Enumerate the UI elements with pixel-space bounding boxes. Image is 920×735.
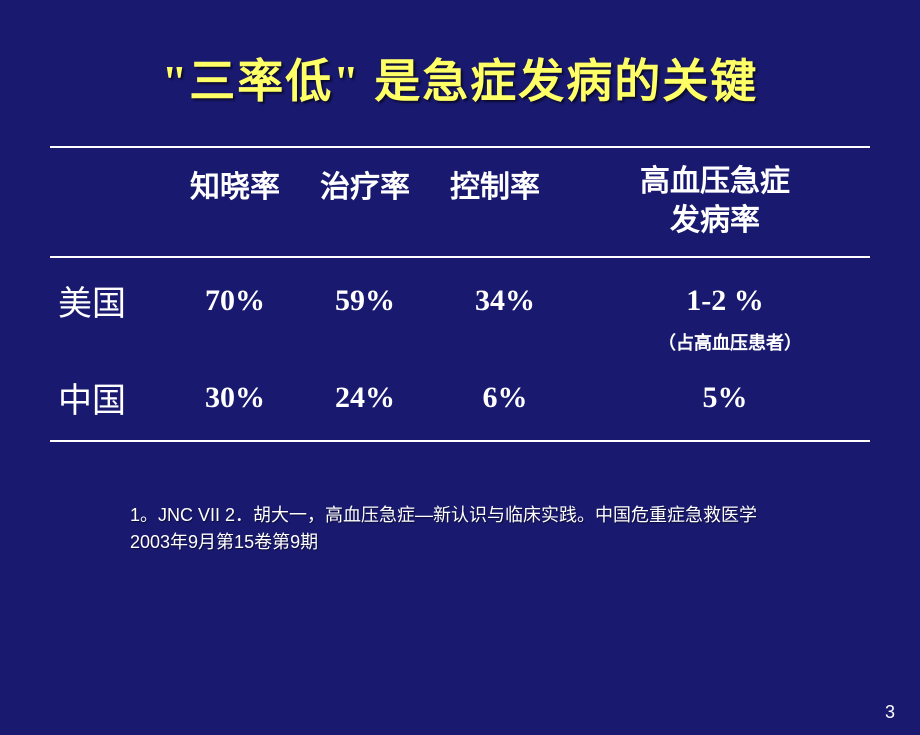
page-number: 3 [885,702,895,723]
table-rule-bottom [50,440,870,442]
cell-value: 30% [170,381,300,415]
header-incidence-line2: 发病率 [560,201,870,240]
header-control: 控制率 [430,162,560,240]
cell-value: 1-2 % [580,284,870,318]
inline-note-row: （占高血压患者） [50,329,870,355]
table-row: 美国 70% 59% 34% 1-2 % [50,258,870,333]
header-awareness: 知晓率 [170,162,300,240]
slide-title: "三率低" 是急症发病的关键 [0,45,920,111]
row-label-china: 中国 [50,373,170,422]
header-empty [50,162,170,240]
row-label-usa: 美国 [50,276,170,325]
data-table: 知晓率 治疗率 控制率 高血压急症 发病率 美国 70% 59% 34% 1-2… [50,146,870,442]
cell-value: 34% [430,284,580,318]
cell-value: 24% [300,381,430,415]
table-row: 中国 30% 24% 6% 5% [50,357,870,440]
cell-value: 59% [300,284,430,318]
header-treatment: 治疗率 [300,162,430,240]
cell-value: 70% [170,284,300,318]
header-incidence-line1: 高血压急症 [560,162,870,201]
inline-note: （占高血压患者） [590,329,870,355]
header-incidence: 高血压急症 发病率 [560,162,870,240]
cell-value: 5% [580,381,870,415]
table-header-row: 知晓率 治疗率 控制率 高血压急症 发病率 [50,148,870,256]
cell-value: 6% [430,381,580,415]
reference-text: 1。JNC VII 2．胡大一，高血压急症—新认识与临床实践。中国危重症急救医学… [130,502,790,556]
